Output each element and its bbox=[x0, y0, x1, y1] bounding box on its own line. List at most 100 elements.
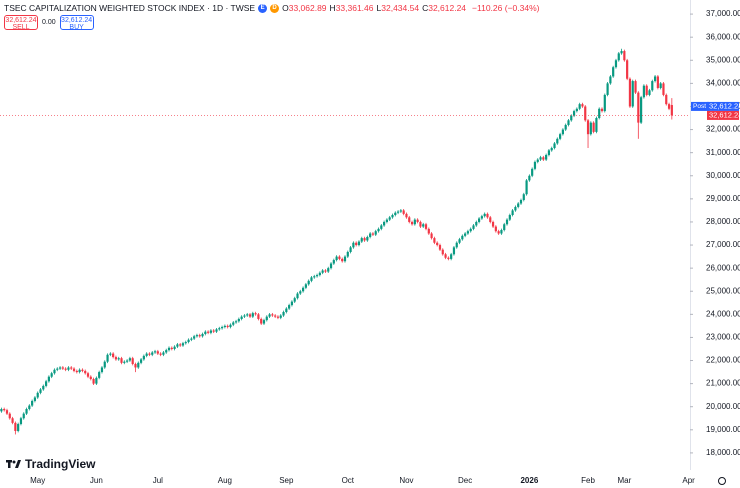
x-tick-label: Oct bbox=[342, 476, 355, 485]
candle-body bbox=[483, 213, 486, 217]
candle-body bbox=[327, 268, 330, 272]
candle-body bbox=[204, 331, 207, 334]
candle-body bbox=[95, 377, 98, 384]
candle-body bbox=[103, 361, 106, 368]
candle-body bbox=[223, 325, 226, 328]
candle-body bbox=[388, 217, 391, 220]
candle-body bbox=[547, 150, 551, 155]
y-tick-label: 18,000.00 bbox=[706, 448, 740, 457]
candle-body bbox=[533, 161, 537, 169]
candle-body bbox=[335, 256, 338, 261]
candle-body bbox=[123, 361, 126, 363]
candle-body bbox=[603, 94, 606, 112]
candle-body bbox=[346, 251, 349, 257]
candle-body bbox=[156, 351, 159, 354]
candle-body bbox=[374, 231, 377, 235]
candle-body bbox=[39, 389, 42, 393]
candle-body bbox=[100, 367, 104, 373]
candle-body bbox=[634, 81, 637, 93]
buy-button[interactable]: 32,612.24 BUY bbox=[59, 15, 94, 31]
candle-body bbox=[402, 210, 405, 214]
candle-body bbox=[377, 228, 380, 232]
candle-body bbox=[536, 159, 539, 162]
sell-price: 32,612.24 bbox=[5, 17, 37, 24]
y-tick-label: 19,000.00 bbox=[706, 425, 740, 434]
candle-body bbox=[260, 318, 263, 324]
candle-body bbox=[614, 60, 618, 68]
candle-body bbox=[575, 108, 578, 112]
candle-body bbox=[195, 335, 199, 337]
candle-body bbox=[8, 413, 11, 419]
x-tick-label: May bbox=[30, 476, 45, 485]
candle-body bbox=[84, 370, 87, 374]
brand: TradingView bbox=[6, 457, 95, 471]
candle-body bbox=[128, 358, 131, 361]
candle-body bbox=[494, 226, 497, 232]
candle-body bbox=[254, 313, 257, 315]
candle-body bbox=[550, 148, 553, 151]
candle-body bbox=[447, 257, 450, 259]
candle-body bbox=[433, 238, 436, 243]
candle-body bbox=[452, 247, 456, 255]
y-tick-label: 36,000.00 bbox=[706, 32, 740, 41]
candle-body bbox=[438, 245, 442, 250]
candle-body bbox=[229, 324, 232, 328]
candle-body bbox=[352, 242, 355, 248]
y-tick-label: 34,000.00 bbox=[706, 78, 740, 87]
candle-body bbox=[112, 353, 115, 358]
candle-body bbox=[248, 314, 252, 317]
candle-body bbox=[56, 368, 59, 370]
candle-body bbox=[670, 105, 673, 116]
candle-body bbox=[218, 328, 221, 330]
candle-body bbox=[142, 355, 145, 360]
candle-body bbox=[181, 343, 185, 346]
candle-body bbox=[148, 353, 151, 355]
candle-body bbox=[665, 94, 668, 105]
candle-body bbox=[475, 221, 478, 226]
candle-body bbox=[444, 254, 447, 258]
candle-body bbox=[170, 347, 173, 349]
candle-body bbox=[226, 325, 229, 328]
candle-body bbox=[466, 231, 470, 234]
sell-button[interactable]: 32,612.24 SELL bbox=[4, 15, 38, 31]
candle-body bbox=[394, 212, 397, 216]
price-label-box bbox=[707, 101, 739, 111]
candle-body bbox=[491, 221, 495, 227]
candle-body bbox=[301, 287, 305, 292]
x-tick-label: Nov bbox=[399, 476, 413, 485]
candle-body bbox=[399, 210, 402, 212]
candle-body bbox=[81, 369, 84, 371]
candle-body bbox=[626, 60, 629, 79]
candle-body bbox=[134, 363, 137, 368]
spread: 0.00 bbox=[42, 19, 56, 26]
icon-e: E bbox=[258, 3, 268, 13]
candle-body bbox=[0, 409, 3, 412]
candle-body bbox=[450, 254, 453, 259]
candle-body bbox=[299, 291, 302, 294]
candle-body bbox=[572, 111, 576, 116]
candle-body bbox=[257, 314, 260, 319]
candle-body bbox=[338, 256, 341, 259]
candle-body bbox=[628, 78, 632, 107]
candle-body bbox=[98, 372, 101, 378]
candle-body bbox=[595, 118, 598, 132]
candle-body bbox=[3, 409, 6, 411]
candle-body bbox=[31, 400, 34, 406]
candle-body bbox=[539, 157, 542, 160]
candle-body bbox=[215, 329, 218, 332]
ohlc-key: L bbox=[376, 3, 382, 13]
candle-body bbox=[109, 353, 112, 355]
candle-body bbox=[78, 369, 81, 373]
candle-body bbox=[631, 81, 634, 107]
candle-body bbox=[11, 418, 14, 423]
candle-body bbox=[89, 376, 92, 380]
candle-body bbox=[511, 210, 514, 216]
candle-body bbox=[187, 339, 190, 343]
candle-body bbox=[419, 221, 422, 227]
candle-body bbox=[598, 108, 601, 119]
candle-body bbox=[410, 221, 414, 225]
candle-body bbox=[33, 397, 37, 401]
price-tag-box bbox=[691, 101, 709, 111]
candle-body bbox=[61, 367, 64, 369]
candle-body bbox=[612, 67, 615, 77]
